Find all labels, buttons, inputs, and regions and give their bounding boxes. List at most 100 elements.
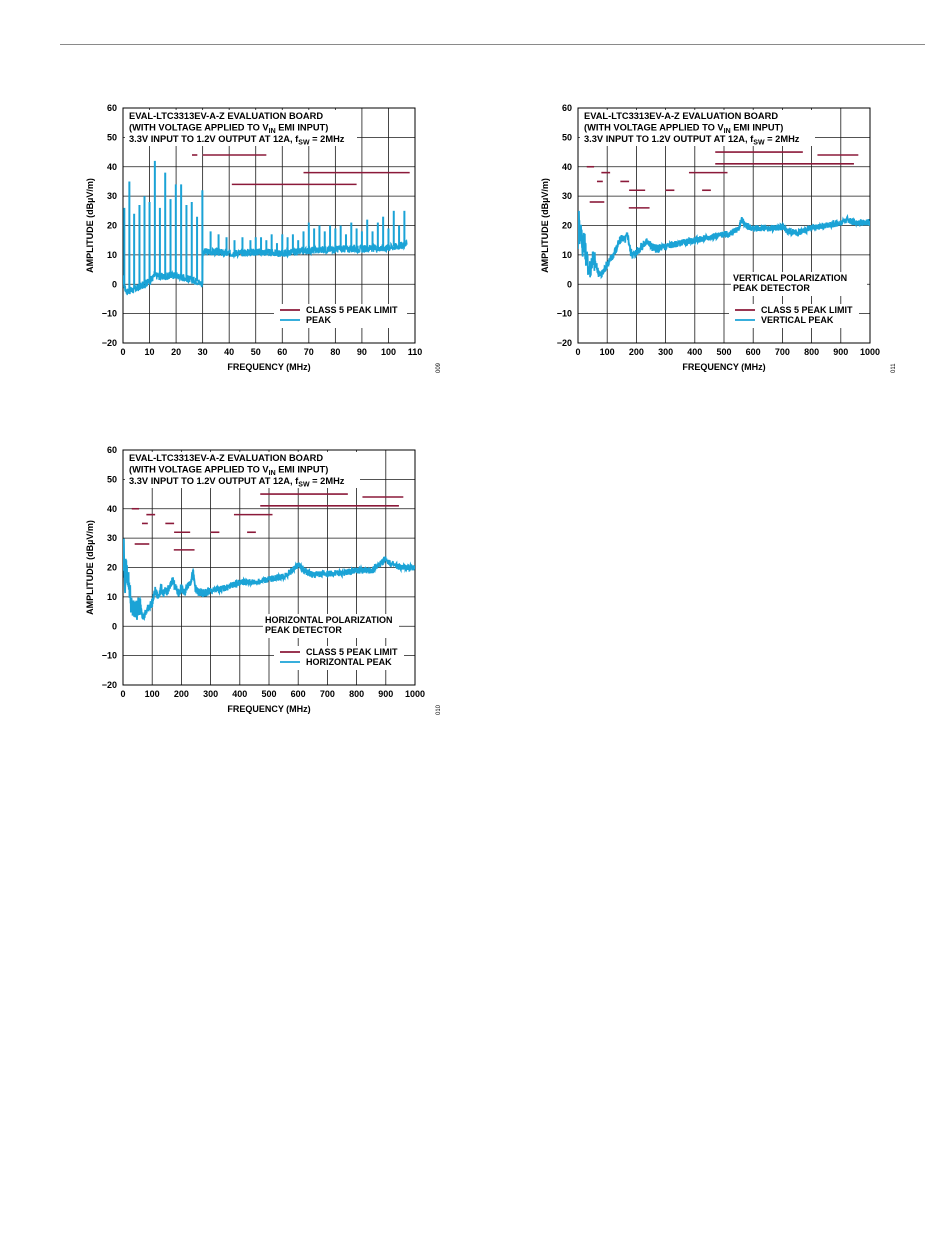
y-tick-label: −20 (557, 338, 572, 348)
x-tick-label: 20 (171, 347, 181, 357)
title-line-1: EVAL-LTC3313EV-A-Z EVALUATION BOARD (129, 111, 323, 121)
x-tick-label: 600 (291, 689, 306, 699)
y-tick-label: 10 (107, 250, 117, 260)
y-tick-label: −10 (102, 309, 117, 319)
y-tick-label: 60 (562, 103, 572, 113)
x-axis-label: FREQUENCY (MHz) (227, 362, 310, 372)
y-tick-label: 50 (107, 474, 117, 484)
figure-id: 011 (891, 363, 897, 373)
y-tick-label: 30 (107, 191, 117, 201)
note-line: PEAK DETECTOR (265, 625, 342, 635)
trace-line (123, 538, 415, 621)
title-line-1: EVAL-LTC3313EV-A-Z EVALUATION BOARD (584, 111, 778, 121)
x-tick-label: 70 (304, 347, 314, 357)
y-tick-label: 0 (567, 279, 572, 289)
title-line-3: 3.3V INPUT TO 1.2V OUTPUT AT 12A, fSW = … (129, 134, 345, 147)
title-background (125, 452, 360, 488)
x-tick-label: 110 (408, 347, 423, 357)
series-class5-limit (131, 493, 404, 551)
x-tick-label: 700 (775, 347, 790, 357)
title-background (580, 110, 815, 146)
x-tick-label: 40 (224, 347, 234, 357)
y-tick-label: 40 (107, 162, 117, 172)
legend-entry: CLASS 5 PEAK LIMIT (306, 305, 398, 315)
legend-entry: CLASS 5 PEAK LIMIT (306, 647, 398, 657)
figure-id: 010 (436, 704, 442, 715)
x-tick-label: 900 (833, 347, 848, 357)
legend-background (274, 646, 404, 670)
x-tick-label: 400 (232, 689, 247, 699)
x-tick-label: 0 (575, 347, 580, 357)
legend-background (274, 304, 407, 328)
chart-peak-0-110mhz: 0 10 20 30 40 50 60 70 80 90 100 1106050403020100−1… (85, 103, 442, 373)
x-tick-label: 0 (120, 689, 125, 699)
y-tick-label: 40 (562, 162, 572, 172)
x-tick-label: 90 (357, 347, 367, 357)
legend-entry: VERTICAL PEAK (761, 315, 834, 325)
y-tick-label: 20 (562, 221, 572, 231)
x-tick-label: 200 (629, 347, 644, 357)
x-tick-label: 1000 (860, 347, 880, 357)
series-peak-trace (578, 210, 870, 280)
x-tick-label: 10 (145, 347, 155, 357)
x-tick-label: 100 (145, 689, 160, 699)
series-peak-trace (123, 160, 408, 296)
y-tick-label: 30 (107, 533, 117, 543)
y-tick-label: 50 (107, 132, 117, 142)
x-axis-label: FREQUENCY (MHz) (682, 362, 765, 372)
x-tick-label: 400 (687, 347, 702, 357)
y-tick-label: 10 (562, 250, 572, 260)
x-tick-label: 500 (716, 347, 731, 357)
x-tick-label: 100 (381, 347, 396, 357)
legend-entry: PEAK (306, 315, 332, 325)
chart-title: EVAL-LTC3313EV-A-Z EVALUATION BOARD (WITH… (580, 110, 815, 147)
y-tick-label: 0 (112, 279, 117, 289)
x-tick-label: 100 (600, 347, 615, 357)
x-tick-label: 60 (277, 347, 287, 357)
title-line-1: EVAL-LTC3313EV-A-Z EVALUATION BOARD (129, 453, 323, 463)
x-tick-label: 500 (261, 689, 276, 699)
y-tick-label: −20 (102, 338, 117, 348)
note-line: PEAK DETECTOR (733, 283, 810, 293)
x-tick-label: 300 (203, 689, 218, 699)
x-tick-label: 50 (251, 347, 261, 357)
y-tick-label: 40 (107, 504, 117, 514)
note-line: HORIZONTAL POLARIZATION (265, 615, 393, 625)
y-axis-label: AMPLITUDE (dBµV/m) (85, 178, 95, 273)
y-tick-label: 30 (562, 191, 572, 201)
note-background (263, 614, 399, 638)
y-axis-label: AMPLITUDE (dBµV/m) (540, 178, 550, 273)
y-tick-label: −10 (102, 651, 117, 661)
y-tick-label: 10 (107, 592, 117, 602)
chart-title: EVAL-LTC3313EV-A-Z EVALUATION BOARD (WITH… (125, 110, 357, 147)
x-tick-label: 200 (174, 689, 189, 699)
title-background (125, 110, 357, 146)
x-tick-label: 600 (746, 347, 761, 357)
page-header-rule (60, 44, 925, 45)
y-tick-label: 60 (107, 103, 117, 113)
figure-id: 009 (436, 362, 442, 373)
y-tick-label: 20 (107, 221, 117, 231)
x-tick-label: 900 (378, 689, 393, 699)
series-peak-trace (123, 538, 415, 621)
trace-baseline (123, 239, 408, 296)
x-tick-label: 800 (349, 689, 364, 699)
x-tick-label: 300 (658, 347, 673, 357)
x-tick-label: 1000 (405, 689, 425, 699)
x-axis-label: FREQUENCY (MHz) (227, 704, 310, 714)
legend-entry: HORIZONTAL PEAK (306, 657, 392, 667)
x-tick-label: 700 (320, 689, 335, 699)
chart-horizontal-peak: 0 100 200 300 400 500 600 700 800 900 100060504030… (85, 445, 442, 715)
title-line-2: (WITH VOLTAGE APPLIED TO VIN EMI INPUT) (584, 123, 783, 136)
x-tick-label: 80 (330, 347, 340, 357)
x-tick-label: 0 (120, 347, 125, 357)
grid (122, 449, 416, 686)
y-axis-label: AMPLITUDE (dBµV/m) (85, 520, 95, 615)
y-tick-label: 60 (107, 445, 117, 455)
title-line-2: (WITH VOLTAGE APPLIED TO VIN EMI INPUT) (129, 123, 328, 136)
note-background (731, 272, 867, 296)
trace-line (578, 210, 870, 280)
